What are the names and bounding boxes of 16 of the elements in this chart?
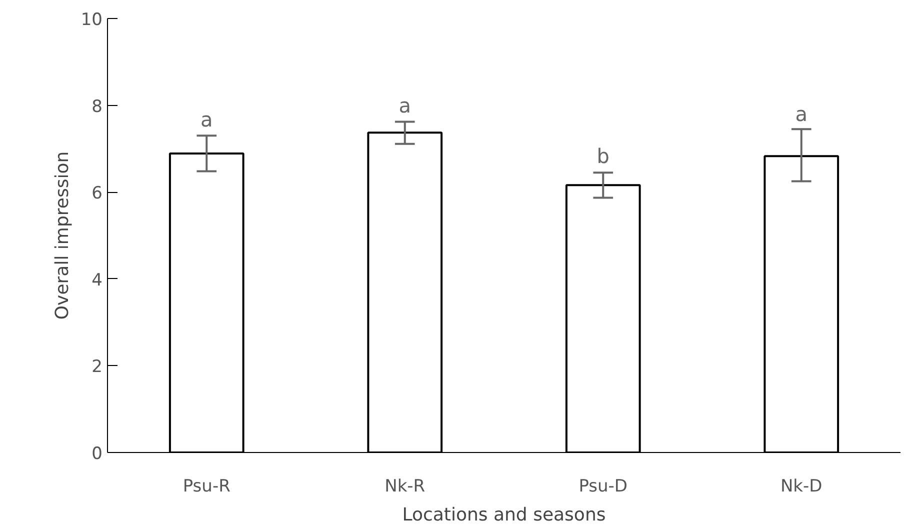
annotation: a: [200, 107, 213, 132]
x-tick-label: Nk-R: [384, 476, 426, 496]
y-tick-label: 6: [92, 184, 103, 204]
annotation: b: [596, 144, 610, 168]
y-tick-label: 10: [80, 10, 103, 30]
x-axis-title: Locations and seasons: [402, 504, 606, 526]
x-tick-label: Psu-D: [578, 476, 628, 496]
annotation: a: [795, 102, 808, 126]
annotation: a: [398, 93, 412, 118]
y-tick-label: 4: [92, 270, 103, 290]
y-axis-title: Overall impression: [52, 151, 73, 320]
y-tick-label: 2: [92, 357, 103, 378]
x-tick-label: Psu-R: [182, 476, 231, 496]
y-tick-label: 0: [92, 444, 103, 464]
y-tick-label: 8: [92, 96, 103, 117]
x-tick-label: Nk-D: [780, 476, 822, 496]
